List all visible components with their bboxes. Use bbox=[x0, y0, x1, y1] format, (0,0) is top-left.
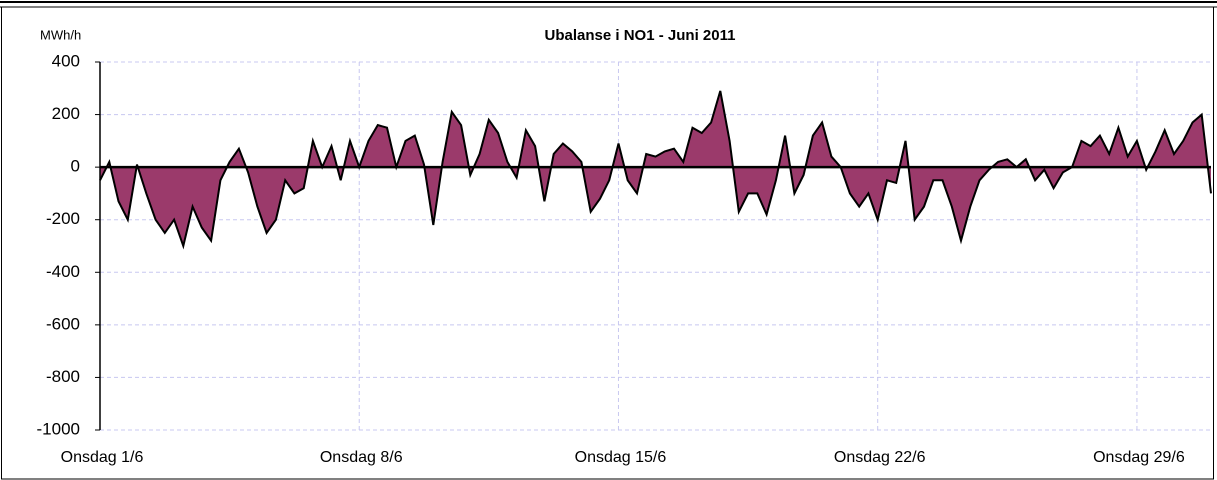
y-tick-label: -1000 bbox=[37, 419, 80, 438]
y-tick-label: 400 bbox=[52, 51, 80, 70]
y-tick-label: -600 bbox=[46, 314, 80, 333]
y-tick-label: 200 bbox=[52, 104, 80, 123]
line bbox=[99, 90, 1212, 250]
area bbox=[100, 90, 1211, 247]
x-tick-label: Onsdag 8/6 bbox=[320, 449, 403, 466]
x-tick-label: Onsdag 29/6 bbox=[1093, 449, 1185, 466]
y-tick-label: -400 bbox=[46, 262, 80, 281]
chart-title: Ubalanse i NO1 - Juni 2011 bbox=[545, 27, 736, 44]
x-tick-label: Onsdag 22/6 bbox=[834, 449, 926, 466]
y-tick-label: -200 bbox=[46, 209, 80, 228]
x-tick-label: Onsdag 1/6 bbox=[61, 449, 144, 466]
y-tick-label: -800 bbox=[46, 367, 80, 386]
y-axis-label: MWh/h bbox=[40, 27, 81, 42]
x-tick-label: Onsdag 15/6 bbox=[575, 449, 667, 466]
y-tick-label: 0 bbox=[71, 157, 80, 176]
frame bbox=[1, 6, 1214, 480]
